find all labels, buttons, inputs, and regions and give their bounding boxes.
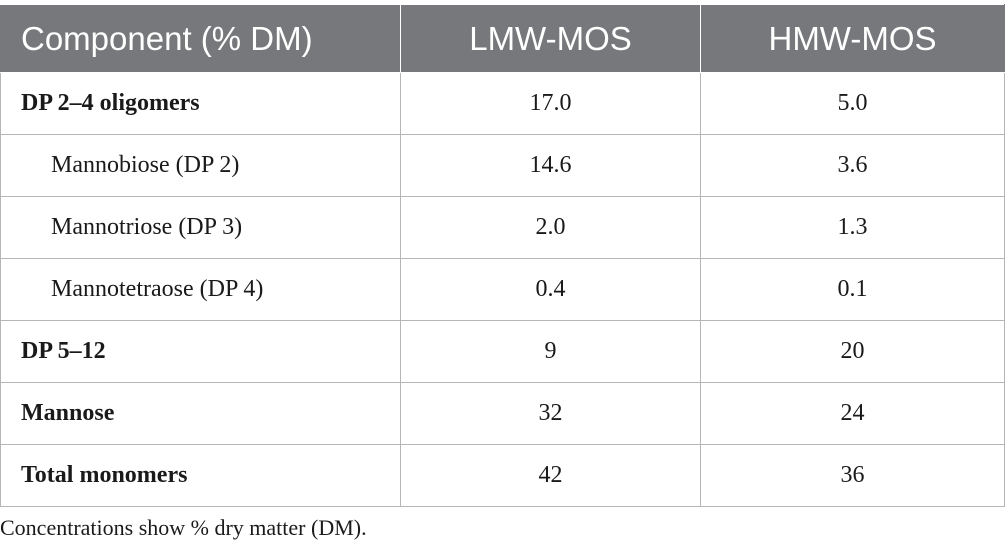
header-hmw-mos: HMW-MOS [700,4,1005,73]
row-lmw-value: 2.0 [400,196,701,259]
table-row: Total monomers 42 36 [0,444,1005,507]
row-hmw-value: 24 [700,382,1005,445]
row-hmw-value: 1.3 [700,196,1005,259]
row-lmw-value: 17.0 [400,72,701,135]
header-component: Component (% DM) [0,4,401,73]
table-row: Mannose 32 24 [0,382,1005,445]
row-label: Mannotriose (DP 3) [0,196,401,259]
table-header-row: Component (% DM) LMW-MOS HMW-MOS [0,4,1005,73]
row-hmw-value: 0.1 [700,258,1005,321]
row-hmw-value: 36 [700,444,1005,507]
table-row: Mannotetraose (DP 4) 0.4 0.1 [0,258,1005,321]
row-lmw-value: 42 [400,444,701,507]
row-lmw-value: 0.4 [400,258,701,321]
row-hmw-value: 5.0 [700,72,1005,135]
table-footnote: Concentrations show % dry matter (DM). [0,515,367,540]
composition-table: Component (% DM) LMW-MOS HMW-MOS DP 2–4 … [0,4,1005,507]
row-hmw-value: 3.6 [700,134,1005,197]
table-row: DP 2–4 oligomers 17.0 5.0 [0,72,1005,135]
row-label: Mannobiose (DP 2) [0,134,401,197]
row-label: Mannotetraose (DP 4) [0,258,401,321]
row-label: Mannose [0,382,401,445]
row-hmw-value: 20 [700,320,1005,383]
table-row: Mannobiose (DP 2) 14.6 3.6 [0,134,1005,197]
table-row: DP 5–12 9 20 [0,320,1005,383]
row-lmw-value: 32 [400,382,701,445]
row-lmw-value: 9 [400,320,701,383]
header-lmw-mos: LMW-MOS [400,4,701,73]
row-label: Total monomers [0,444,401,507]
row-label: DP 2–4 oligomers [0,72,401,135]
row-lmw-value: 14.6 [400,134,701,197]
composition-table-container: Component (% DM) LMW-MOS HMW-MOS DP 2–4 … [0,4,1005,507]
table-row: Mannotriose (DP 3) 2.0 1.3 [0,196,1005,259]
row-label: DP 5–12 [0,320,401,383]
